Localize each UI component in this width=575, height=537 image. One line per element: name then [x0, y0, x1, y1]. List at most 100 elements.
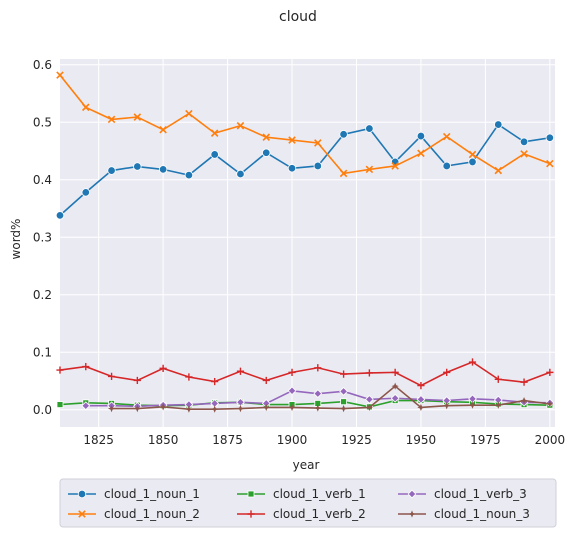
legend-label: cloud_1_verb_3 — [434, 487, 527, 501]
y-tick-label: 0.3 — [33, 230, 52, 244]
data-point — [133, 113, 142, 121]
data-point — [288, 136, 296, 144]
data-point — [210, 150, 219, 159]
data-point — [159, 364, 167, 372]
data-point — [519, 137, 529, 146]
y-tick-label: 0.6 — [33, 58, 52, 72]
series-layer — [55, 71, 555, 413]
data-point — [133, 162, 142, 171]
data-point — [81, 401, 91, 411]
data-point — [287, 386, 297, 396]
data-point — [210, 129, 219, 137]
data-point — [417, 403, 425, 412]
data-point — [442, 161, 451, 171]
data-point — [262, 148, 271, 157]
data-point — [247, 510, 255, 518]
data-point — [545, 133, 555, 142]
data-point — [339, 370, 348, 378]
data-point — [185, 373, 193, 381]
data-point — [365, 124, 374, 133]
data-point — [443, 368, 451, 376]
x-tick-label: 1825 — [83, 433, 114, 447]
data-point — [339, 386, 348, 396]
data-point — [468, 157, 477, 167]
legend-label: cloud_1_noun_1 — [104, 487, 200, 501]
data-point — [82, 103, 90, 112]
legend-item: cloud_1_verb_3 — [398, 487, 527, 501]
series-line — [59, 361, 551, 387]
data-point — [236, 121, 245, 130]
data-point — [407, 489, 417, 499]
data-point — [314, 139, 322, 147]
data-point — [494, 166, 503, 175]
data-point — [417, 382, 425, 390]
y-tick-label: 0.0 — [33, 403, 52, 417]
data-point — [391, 382, 399, 390]
series-line — [59, 399, 550, 408]
data-point — [159, 125, 167, 134]
legend-item: cloud_1_noun_2 — [68, 507, 200, 521]
data-point — [365, 165, 374, 174]
data-point — [520, 396, 528, 405]
data-point — [262, 133, 271, 141]
data-point — [408, 510, 416, 518]
data-point — [391, 162, 399, 170]
data-point — [494, 120, 503, 129]
legend-label: cloud_1_verb_1 — [273, 487, 366, 501]
data-point — [313, 389, 323, 399]
legend-label: cloud_1_noun_2 — [104, 507, 200, 521]
data-point — [340, 398, 347, 406]
data-point — [468, 150, 477, 159]
series-line — [59, 123, 550, 216]
data-point — [339, 169, 348, 178]
series-cloud_1_verb_2 — [56, 358, 554, 390]
data-point — [56, 71, 64, 79]
data-point — [236, 405, 245, 413]
grid — [60, 59, 555, 427]
series-cloud_1_noun_2 — [56, 71, 554, 178]
x-tick-label: 1900 — [277, 433, 308, 447]
data-point — [107, 115, 116, 124]
data-point — [81, 188, 90, 197]
data-point — [107, 372, 116, 380]
data-point — [107, 166, 116, 175]
data-point — [391, 368, 399, 376]
data-point — [365, 403, 373, 412]
data-point — [443, 402, 451, 410]
data-point — [314, 364, 322, 372]
data-point — [211, 377, 219, 386]
data-point — [417, 149, 425, 158]
y-tick-label: 0.2 — [33, 288, 52, 302]
data-point — [262, 403, 270, 412]
data-point — [390, 393, 400, 403]
data-point — [247, 490, 255, 498]
data-point — [416, 395, 426, 404]
x-tick-label: 1850 — [148, 433, 179, 447]
data-point — [365, 395, 374, 404]
data-point — [56, 401, 64, 408]
series-line — [111, 385, 550, 410]
data-point — [416, 131, 426, 141]
legend-item: cloud_1_verb_2 — [237, 507, 366, 521]
data-point — [468, 358, 477, 366]
data-point — [82, 363, 90, 371]
data-point — [546, 400, 554, 408]
data-point — [288, 403, 296, 412]
data-point — [159, 403, 167, 411]
y-tick-label: 0.1 — [33, 345, 52, 359]
data-point — [546, 159, 554, 168]
data-point — [107, 405, 116, 413]
series-cloud_1_noun_1 — [55, 120, 555, 220]
chart-title: cloud — [279, 9, 317, 25]
data-point — [211, 405, 219, 413]
x-axis-label: year — [293, 458, 320, 472]
data-point — [78, 510, 86, 518]
data-point — [520, 150, 528, 158]
legend-label: cloud_1_noun_3 — [434, 507, 530, 521]
data-point — [287, 164, 297, 173]
legend-item: cloud_1_noun_3 — [398, 507, 530, 521]
data-point — [339, 130, 348, 139]
data-point — [185, 405, 193, 413]
data-point — [339, 405, 348, 413]
